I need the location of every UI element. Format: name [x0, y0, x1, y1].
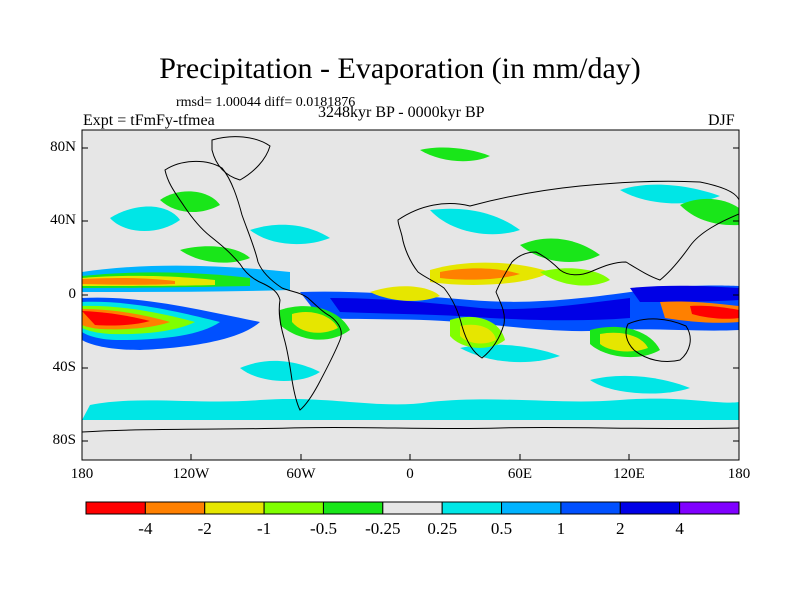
colorbar-label: 4: [675, 519, 684, 538]
land-patch: [440, 268, 520, 280]
antarctica-coastline: [82, 426, 739, 433]
ocean-patch: [540, 268, 610, 286]
colorbar-label: 0.25: [427, 519, 458, 538]
period-label: 3248kyr BP - 0000kyr BP: [318, 104, 485, 121]
coastlines: [82, 136, 739, 433]
ocean-patch: [590, 375, 690, 394]
colorbar-swatch: [501, 501, 562, 515]
tropical-band: [82, 277, 175, 285]
experiment-label: Expt = tFmFy-tfmea: [83, 112, 215, 129]
colorbar-swatch: [322, 501, 384, 515]
ocean-patch: [240, 360, 320, 381]
ocean-patch: [680, 198, 739, 226]
ocean-patch: [460, 344, 560, 363]
x-tick-label: 0: [406, 466, 414, 482]
y-tick-label: 40N: [50, 212, 76, 228]
tropical-band: [82, 311, 150, 326]
colorbar-swatch: [263, 501, 324, 515]
season-label: DJF: [708, 112, 735, 129]
colorbar-label: 1: [556, 519, 566, 538]
y-tick-label: 40S: [52, 359, 76, 375]
eurasia-africa-coastline: [397, 180, 739, 359]
australia-coastline: [625, 318, 691, 363]
colorbar-label: 0.5: [490, 519, 513, 538]
americas-coastline: [164, 161, 342, 411]
x-tick-label: 60W: [286, 466, 316, 482]
tick-marks: [81, 147, 740, 460]
y-tick-label: 0: [68, 286, 77, 302]
equatorial-band: [330, 298, 630, 321]
land-patch: [180, 246, 250, 263]
stats-label: rmsd= 1.00044 diff= 0.0181876: [176, 95, 356, 110]
ocean-patch: [250, 224, 330, 245]
colorbar-swatch: [204, 501, 265, 515]
colorbar-swatch: [144, 501, 206, 515]
colorbar-swatch: [679, 501, 740, 515]
colorbar: [85, 501, 740, 515]
colorbar-label: -0.25: [365, 519, 401, 538]
colorbar-label: -2: [197, 519, 212, 538]
ocean-patch: [160, 191, 220, 213]
colorbar-swatch: [441, 501, 503, 515]
map-title: Precipitation - Evaporation (in mm/day): [159, 52, 641, 85]
land-patch: [460, 324, 496, 344]
equatorial-band: [690, 305, 739, 319]
y-tick-label: 80N: [50, 139, 76, 155]
ocean-patch: [520, 238, 600, 263]
southern-ocean-patch: [82, 398, 739, 420]
colorbar-label: -0.5: [310, 519, 337, 538]
colorbar-label: 2: [616, 519, 625, 538]
equatorial-band: [630, 285, 739, 302]
colorbar-swatch: [382, 501, 443, 515]
greenland-coastline: [211, 136, 271, 181]
x-tick-label: 120W: [172, 466, 210, 482]
colorbar-label: -1: [257, 519, 272, 538]
ocean-patch: [430, 208, 520, 235]
land-patch: [292, 311, 338, 333]
ocean-patch: [620, 184, 720, 204]
x-tick-label: 180: [727, 466, 751, 482]
colorbar-label: -4: [138, 519, 153, 538]
x-tick-label: 60E: [507, 466, 533, 482]
x-tick-label: 180: [70, 466, 94, 482]
x-tick-label: 120E: [613, 466, 645, 482]
colorbar-swatch: [619, 501, 681, 515]
land-patch: [600, 332, 648, 352]
y-tick-label: 80S: [52, 432, 76, 448]
ocean-patch: [370, 286, 440, 301]
field-layer: [82, 130, 739, 460]
colorbar-swatch: [560, 501, 621, 515]
colorbar-swatch: [85, 501, 146, 515]
ocean-patch: [110, 206, 180, 232]
ocean-patch: [420, 147, 490, 162]
